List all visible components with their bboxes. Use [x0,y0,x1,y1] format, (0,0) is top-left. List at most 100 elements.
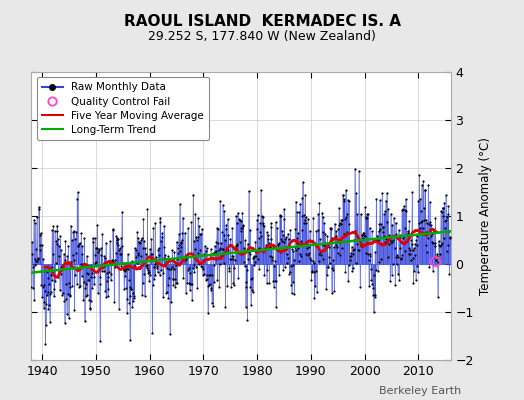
Point [137,235,146,241]
Point [246,284,255,290]
Point [438,240,446,246]
Point [226,236,234,242]
Point [35,204,43,210]
Point [430,240,439,246]
Point [143,262,151,268]
Point [74,242,82,249]
Point [117,234,125,241]
Point [96,274,105,281]
Point [322,286,330,292]
Point [248,287,256,294]
Point [248,289,257,296]
Point [308,268,316,274]
Point [30,255,39,262]
Point [77,261,85,268]
Point [217,253,225,259]
Point [44,306,52,312]
Point [155,245,163,251]
Point [178,230,187,236]
Point [351,228,359,234]
Point [156,215,164,221]
Point [416,196,424,203]
Point [44,274,52,281]
Point [156,218,165,225]
Point [425,264,433,270]
Point [34,256,42,262]
Point [445,235,454,241]
Point [309,258,317,264]
Point [446,234,454,240]
Point [32,214,41,220]
Point [70,307,79,313]
Point [29,217,38,223]
Point [314,211,322,217]
Point [345,262,354,268]
Point [288,246,296,252]
Point [78,273,86,279]
Point [187,280,195,287]
Point [59,290,68,296]
Point [238,222,247,228]
Point [298,195,306,202]
Point [394,270,402,277]
Point [42,301,50,308]
Point [330,244,338,250]
Point [236,228,245,234]
Point [108,227,117,233]
Point [355,168,363,174]
Point [434,238,443,244]
Point [389,236,398,243]
Point [191,246,199,253]
Point [397,254,406,261]
Point [100,253,108,259]
Point [283,260,291,266]
Point [177,239,185,245]
Point [198,272,206,278]
Point [316,249,324,255]
Point [80,235,89,242]
Point [347,244,356,250]
Point [192,263,200,270]
Point [54,274,62,280]
Point [160,255,169,261]
Point [205,272,213,278]
Point [190,269,199,276]
Point [209,303,217,309]
Point [232,212,241,219]
Point [291,198,300,205]
Point [53,228,62,234]
Point [288,261,297,268]
Point [325,260,334,266]
Point [384,206,392,212]
Point [171,284,179,290]
Point [306,255,314,261]
Point [250,253,259,259]
Point [393,252,401,258]
Point [193,285,201,291]
Text: 29.252 S, 177.840 W (New Zealand): 29.252 S, 177.840 W (New Zealand) [148,30,376,43]
Point [147,256,155,263]
Point [379,223,388,230]
Point [119,267,128,273]
Point [300,212,308,218]
Point [254,245,263,251]
Point [41,341,49,348]
Point [328,290,336,296]
Point [204,282,213,288]
Point [389,215,398,221]
Point [99,262,107,268]
Point [115,245,124,251]
Point [359,230,367,236]
Point [231,246,239,252]
Point [213,277,222,284]
Point [319,256,327,262]
Point [346,256,355,263]
Point [349,247,357,254]
Point [311,283,320,290]
Point [158,234,166,240]
Point [332,232,341,239]
Point [149,282,157,288]
Point [361,233,369,240]
Point [96,338,104,344]
Point [423,234,432,241]
